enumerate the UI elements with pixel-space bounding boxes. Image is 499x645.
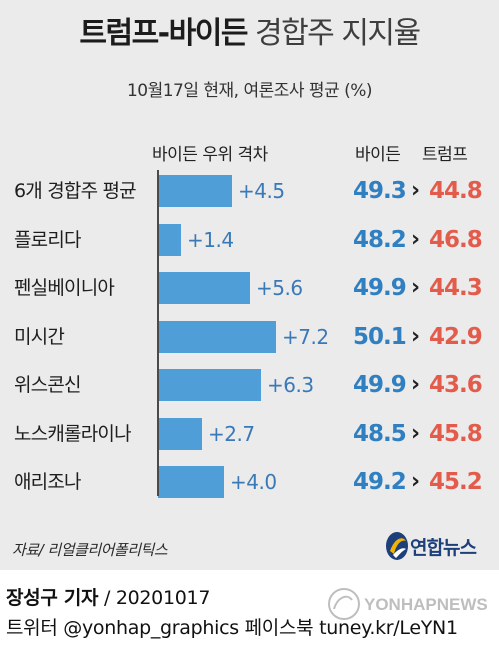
trump-value: 44.3 [429,275,483,301]
greater-than-icon: › [411,275,421,300]
gap-value-label: +6.3 [267,373,314,397]
gap-bar [158,224,181,256]
greater-than-icon: › [411,227,421,252]
watermark-text: YONHAPNEWS [364,595,488,614]
gap-bar [158,175,232,207]
category-label: 플로리다 [14,229,82,251]
credit-date: 20201017 [115,587,211,609]
credit-line-2: 트위터 @yonhap_graphics 페이스북 tuney.kr/LeYN1 [6,617,458,639]
yonhap-swirl-icon [386,532,408,560]
reporter-name: 장성구 기자 [6,587,99,609]
biden-column-header: 바이든 [355,145,401,165]
greater-than-icon: › [411,324,421,349]
biden-value: 49.9 [353,275,407,301]
category-label: 노스캐롤라이나 [14,423,132,445]
source-note: 자료/ 리얼클리어폴리틱스 [12,541,168,559]
category-label: 위스콘신 [14,374,82,396]
logo-text: 연합뉴스 [410,537,477,559]
greater-than-icon: › [411,178,421,203]
credit-separator: / [98,587,116,609]
trump-value: 45.8 [429,421,483,447]
yonhapnews-watermark: YONHAPNEWS [328,588,488,620]
gap-value-label: +5.6 [256,276,303,300]
trump-value: 44.8 [429,178,483,204]
gap-bar [158,466,224,498]
gap-bar [158,369,261,401]
trump-value: 46.8 [429,227,483,253]
gap-value-label: +4.5 [238,179,285,203]
biden-value: 50.1 [353,324,407,350]
greater-than-icon: › [411,469,421,494]
chart-title: 트럼프-바이든 경합주 지지율 [0,12,499,56]
category-label: 펜실베이니아 [14,277,115,299]
trump-value: 43.6 [429,372,483,398]
biden-value: 49.9 [353,372,407,398]
yonhap-logo: 연합뉴스 [384,527,496,563]
biden-value: 49.2 [353,469,407,495]
gap-bar [158,418,202,450]
gap-value-label: +2.7 [208,422,255,446]
title-bold: 트럼프-바이든 [79,16,248,51]
gap-value-label: +4.0 [230,470,277,494]
gap-column-header: 바이든 우위 격차 [152,145,268,165]
gap-bar [158,272,250,304]
title-light: 경합주 지지율 [254,16,421,51]
biden-value: 48.2 [353,227,407,253]
gap-bar [158,321,276,353]
chart-subtitle: 10월17일 현재, 여론조사 평균 (%) [126,81,373,101]
biden-value: 48.5 [353,421,407,447]
trump-column-header: 트럼프 [422,145,468,165]
credit-line-1: 장성구 기자 / 20201017 [6,583,210,610]
category-label: 애리조나 [14,471,82,493]
greater-than-icon: › [411,421,421,446]
category-label: 6개 경합주 평균 [14,180,137,202]
gap-value-label: +1.4 [187,228,234,252]
trump-value: 42.9 [429,324,483,350]
biden-value: 49.3 [353,178,407,204]
gap-value-label: +7.2 [282,325,329,349]
greater-than-icon: › [411,372,421,397]
category-label: 미시간 [14,326,65,348]
trump-value: 45.2 [429,469,483,495]
bar-axis-line [157,170,159,496]
